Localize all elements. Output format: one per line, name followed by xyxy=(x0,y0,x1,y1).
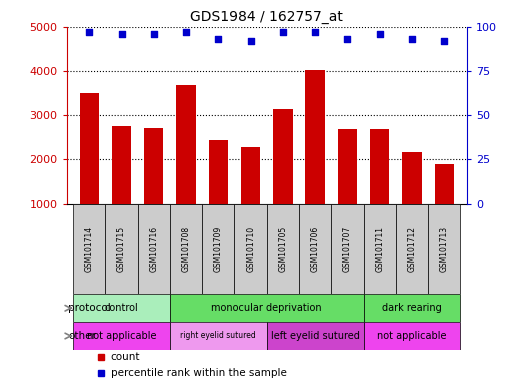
Text: GSM101708: GSM101708 xyxy=(182,226,191,272)
Bar xyxy=(435,164,454,204)
Text: GSM101716: GSM101716 xyxy=(149,226,159,272)
Point xyxy=(247,38,255,44)
Bar xyxy=(73,295,170,322)
Bar xyxy=(396,204,428,295)
Point xyxy=(182,29,190,35)
Text: GSM101707: GSM101707 xyxy=(343,226,352,272)
Point xyxy=(85,29,93,35)
Text: GSM101711: GSM101711 xyxy=(375,226,384,272)
Text: dark rearing: dark rearing xyxy=(382,303,442,313)
Text: GSM101706: GSM101706 xyxy=(311,226,320,272)
Text: not applicable: not applicable xyxy=(87,331,156,341)
Text: GSM101713: GSM101713 xyxy=(440,226,449,272)
Point xyxy=(311,29,319,35)
Bar xyxy=(170,295,364,322)
Point xyxy=(376,31,384,37)
Bar xyxy=(402,152,422,204)
Text: GSM101712: GSM101712 xyxy=(407,226,417,272)
Point xyxy=(117,31,126,37)
Bar xyxy=(73,322,170,350)
Text: count: count xyxy=(111,351,140,362)
Text: GSM101710: GSM101710 xyxy=(246,226,255,272)
Bar xyxy=(144,128,164,204)
Point xyxy=(279,29,287,35)
Text: GSM101705: GSM101705 xyxy=(279,226,287,272)
Text: protocol: protocol xyxy=(68,303,111,313)
Bar xyxy=(299,204,331,295)
Bar xyxy=(241,147,260,204)
Bar xyxy=(170,322,267,350)
Bar xyxy=(364,204,396,295)
Text: GSM101709: GSM101709 xyxy=(214,226,223,272)
Bar xyxy=(105,204,137,295)
Bar xyxy=(338,129,357,204)
Text: percentile rank within the sample: percentile rank within the sample xyxy=(111,369,287,379)
Title: GDS1984 / 162757_at: GDS1984 / 162757_at xyxy=(190,10,343,25)
Point xyxy=(343,36,351,42)
Text: not applicable: not applicable xyxy=(377,331,447,341)
Bar xyxy=(370,129,389,204)
Point xyxy=(150,31,158,37)
Bar xyxy=(364,322,460,350)
Bar xyxy=(80,93,99,204)
Text: control: control xyxy=(105,303,139,313)
Bar xyxy=(137,204,170,295)
Bar xyxy=(267,204,299,295)
Text: right eyelid sutured: right eyelid sutured xyxy=(181,331,256,341)
Point xyxy=(440,38,448,44)
Bar xyxy=(364,295,460,322)
Bar xyxy=(112,126,131,204)
Text: GSM101714: GSM101714 xyxy=(85,226,94,272)
Bar xyxy=(202,204,234,295)
Text: other: other xyxy=(68,331,96,341)
Text: left eyelid sutured: left eyelid sutured xyxy=(271,331,360,341)
Bar xyxy=(176,85,196,204)
Text: monocular deprivation: monocular deprivation xyxy=(211,303,322,313)
Bar xyxy=(273,109,292,204)
Bar xyxy=(209,141,228,204)
Text: GSM101715: GSM101715 xyxy=(117,226,126,272)
Bar xyxy=(331,204,364,295)
Bar xyxy=(267,322,364,350)
Point xyxy=(408,36,416,42)
Bar xyxy=(305,70,325,204)
Bar xyxy=(73,204,105,295)
Bar xyxy=(170,204,202,295)
Bar xyxy=(428,204,460,295)
Bar xyxy=(234,204,267,295)
Point xyxy=(214,36,223,42)
